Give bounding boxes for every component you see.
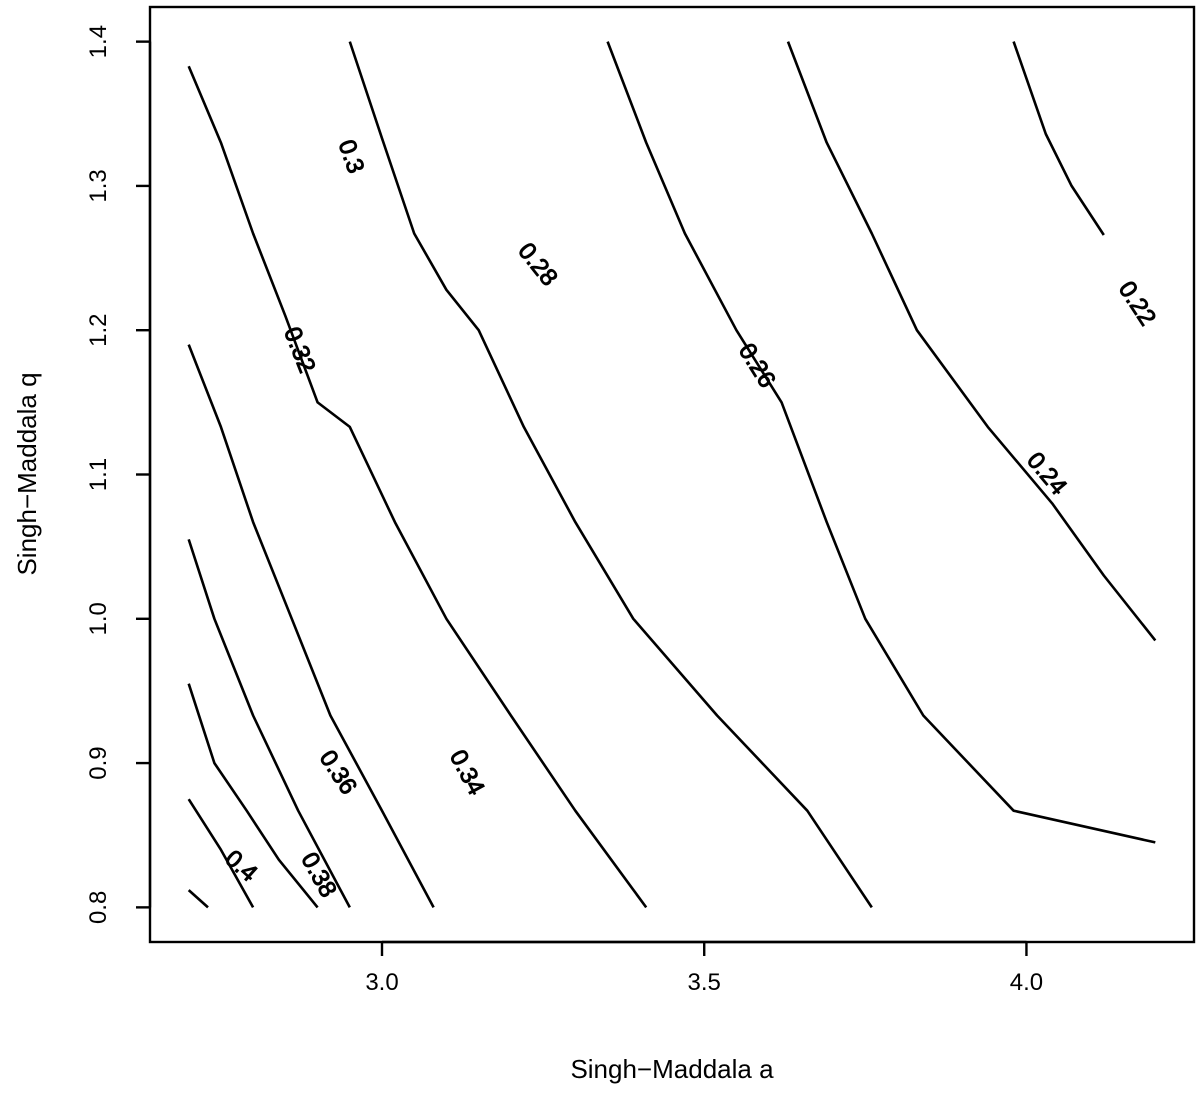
contour-line <box>187 65 648 909</box>
contour-line <box>348 41 873 909</box>
contour-lines <box>187 41 1157 909</box>
contour-line <box>606 41 1156 844</box>
x-axis-title: Singh−Maddala a <box>570 1054 774 1084</box>
y-tick-label: 0.8 <box>85 891 112 924</box>
contour-line <box>187 683 319 909</box>
x-tick-label: 3.5 <box>688 969 721 996</box>
contour-label: 0.26 <box>733 339 781 393</box>
y-tick-label: 1.2 <box>85 314 112 347</box>
contour-label: 0.32 <box>278 323 320 376</box>
y-tick-label: 1.4 <box>85 25 112 58</box>
contour-line <box>187 344 435 909</box>
contour-label: 0.3 <box>333 136 370 176</box>
x-axis: 3.0 3.5 4.0 <box>365 940 1043 996</box>
y-tick-label: 1.1 <box>85 458 112 491</box>
contour-label: 0.38 <box>295 848 341 902</box>
x-tick-label: 4.0 <box>1010 969 1043 996</box>
contour-line <box>187 538 351 909</box>
contour-label: 0.22 <box>1113 277 1161 331</box>
contour-label: 0.36 <box>314 746 362 800</box>
y-axis-title: Singh−Maddala q <box>12 372 42 575</box>
contour-label: 0.34 <box>444 746 490 800</box>
contour-label: 0.28 <box>512 238 562 291</box>
contour-line <box>187 798 255 909</box>
contour-labels: 0.220.240.260.280.30.320.340.360.380.4 <box>219 136 1161 903</box>
contour-line <box>187 889 209 909</box>
contour-label: 0.4 <box>220 845 263 887</box>
x-tick-label: 3.0 <box>365 969 398 996</box>
y-axis: 0.8 0.9 1.0 1.1 1.2 1.3 1.4 <box>85 25 152 924</box>
contour-line <box>1012 41 1105 236</box>
y-tick-label: 1.0 <box>85 602 112 635</box>
y-tick-label: 1.3 <box>85 169 112 202</box>
contour-line <box>786 41 1157 642</box>
y-tick-label: 0.9 <box>85 746 112 779</box>
